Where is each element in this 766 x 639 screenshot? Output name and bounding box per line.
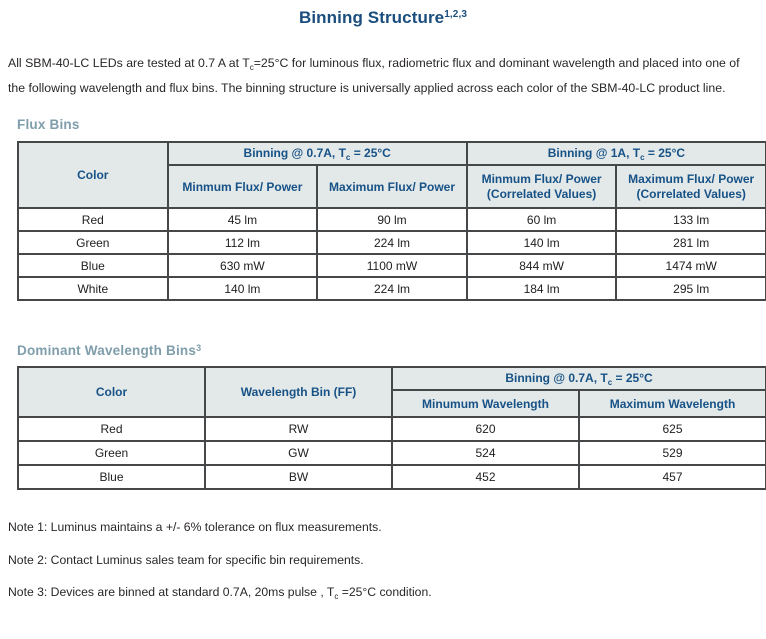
flux-subheader-max: Maximum Flux/ Power (316, 164, 468, 209)
wavelength-subheader-max: Maximum Wavelength (577, 389, 766, 418)
color-cell: Green (17, 440, 206, 466)
table-row: Red RW 620 625 (17, 416, 766, 442)
flux-header-group-row: Color Binning @ 0.7A, Tc = 25°C Binning … (17, 141, 766, 209)
value-cell: 184 lm (465, 276, 618, 301)
value-cell: 1100 mW (316, 253, 468, 278)
subscript-c: c (607, 377, 613, 387)
wavelength-color-header: Color (17, 366, 206, 418)
wavelength-subheader-min: Minumum Wavelength (391, 389, 580, 418)
flux-bins-table: Color Binning @ 0.7A, Tc = 25°C Binning … (17, 141, 766, 301)
flux-bins-heading: Flux Bins (17, 117, 80, 132)
flux-subheader-min: Minmum Flux/ Power (166, 164, 319, 209)
value-cell: 60 lm (465, 207, 618, 232)
table-row: Blue 630 mW 1100 mW 844 mW 1474 mW (17, 253, 766, 278)
table-row: Green GW 524 529 (17, 440, 766, 466)
subscript-c: c (640, 152, 645, 162)
page-title-superscript: 1,2,3 (444, 9, 467, 20)
value-cell: 140 lm (465, 230, 618, 255)
value-cell: 457 (577, 464, 766, 490)
flux-group-header-1a: Binning @ 1A, Tc = 25°C (465, 141, 766, 166)
heading-superscript: 3 (196, 343, 202, 353)
flux-subheader-max-correlated: Maximum Flux/ Power (Correlated Values) (615, 164, 766, 209)
dominant-wavelength-bins-heading: Dominant Wavelength Bins3 (17, 343, 202, 358)
value-cell: 45 lm (166, 207, 319, 232)
table-row: Blue BW 452 457 (17, 464, 766, 490)
table-row: Red 45 lm 90 lm 60 lm 133 lm (17, 207, 766, 232)
value-cell: 281 lm (615, 230, 766, 255)
color-cell: White (17, 276, 169, 301)
page-title: Binning Structure1,2,3 (0, 8, 766, 28)
wavelength-bin-header: Wavelength Bin (FF) (204, 366, 393, 418)
subscript-c: c (345, 152, 351, 162)
table-row: White 140 lm 224 lm 184 lm 295 lm (17, 276, 766, 301)
bin-cell: BW (204, 464, 393, 490)
value-cell: 1474 mW (615, 253, 766, 278)
intro-paragraph: All SBM-40-LC LEDs are tested at 0.7 A a… (8, 56, 740, 95)
color-cell: Green (17, 230, 169, 255)
wavelength-group-header-07a: Binning @ 0.7A, Tc = 25°C (390, 366, 766, 391)
color-cell: Red (17, 416, 206, 442)
table-row: Green 112 lm 224 lm 140 lm 281 lm (17, 230, 766, 255)
wavelength-header-group-row: Color Wavelength Bin (FF) Binning @ 0.7A… (17, 366, 766, 418)
dominant-wavelength-bins-table: Color Wavelength Bin (FF) Binning @ 0.7A… (17, 366, 766, 490)
color-cell: Blue (17, 253, 169, 278)
bin-cell: GW (204, 440, 393, 466)
value-cell: 620 (391, 416, 580, 442)
value-cell: 295 lm (615, 276, 766, 301)
flux-group-header-07a: Binning @ 0.7A, Tc = 25°C (166, 141, 468, 166)
value-cell: 224 lm (316, 230, 468, 255)
value-cell: 524 (391, 440, 580, 466)
value-cell: 224 lm (316, 276, 468, 301)
value-cell: 133 lm (615, 207, 766, 232)
note-2: Note 2: Contact Luminus sales team for s… (8, 552, 364, 567)
value-cell: 630 mW (166, 253, 319, 278)
note-3: Note 3: Devices are binned at standard 0… (8, 585, 432, 601)
value-cell: 140 lm (166, 276, 319, 301)
subscript-c: c (334, 592, 339, 601)
subscript-c: c (249, 63, 254, 72)
value-cell: 112 lm (166, 230, 319, 255)
bin-cell: RW (204, 416, 393, 442)
color-cell: Blue (17, 464, 206, 490)
value-cell: 625 (577, 416, 766, 442)
value-cell: 452 (391, 464, 580, 490)
value-cell: 90 lm (316, 207, 468, 232)
page-title-text: Binning Structure (298, 8, 445, 27)
value-cell: 844 mW (465, 253, 618, 278)
notes-section: Note 1: Luminus maintains a +/- 6% toler… (8, 520, 758, 604)
value-cell: 529 (577, 440, 766, 466)
flux-subheader-row: Minmum Flux/ Power Maximum Flux/ Power M… (18, 164, 766, 209)
flux-subheader-min-correlated: Minmum Flux/ Power (Correlated Values) (465, 164, 618, 209)
color-cell: Red (17, 207, 169, 232)
wavelength-subheader-row: Minumum Wavelength Maximum Wavelength (18, 389, 766, 418)
datasheet-page: Binning Structure1,2,3 All SBM-40-LC LED… (0, 8, 766, 639)
flux-color-header: Color (17, 141, 169, 209)
note-1: Note 1: Luminus maintains a +/- 6% toler… (8, 520, 382, 534)
